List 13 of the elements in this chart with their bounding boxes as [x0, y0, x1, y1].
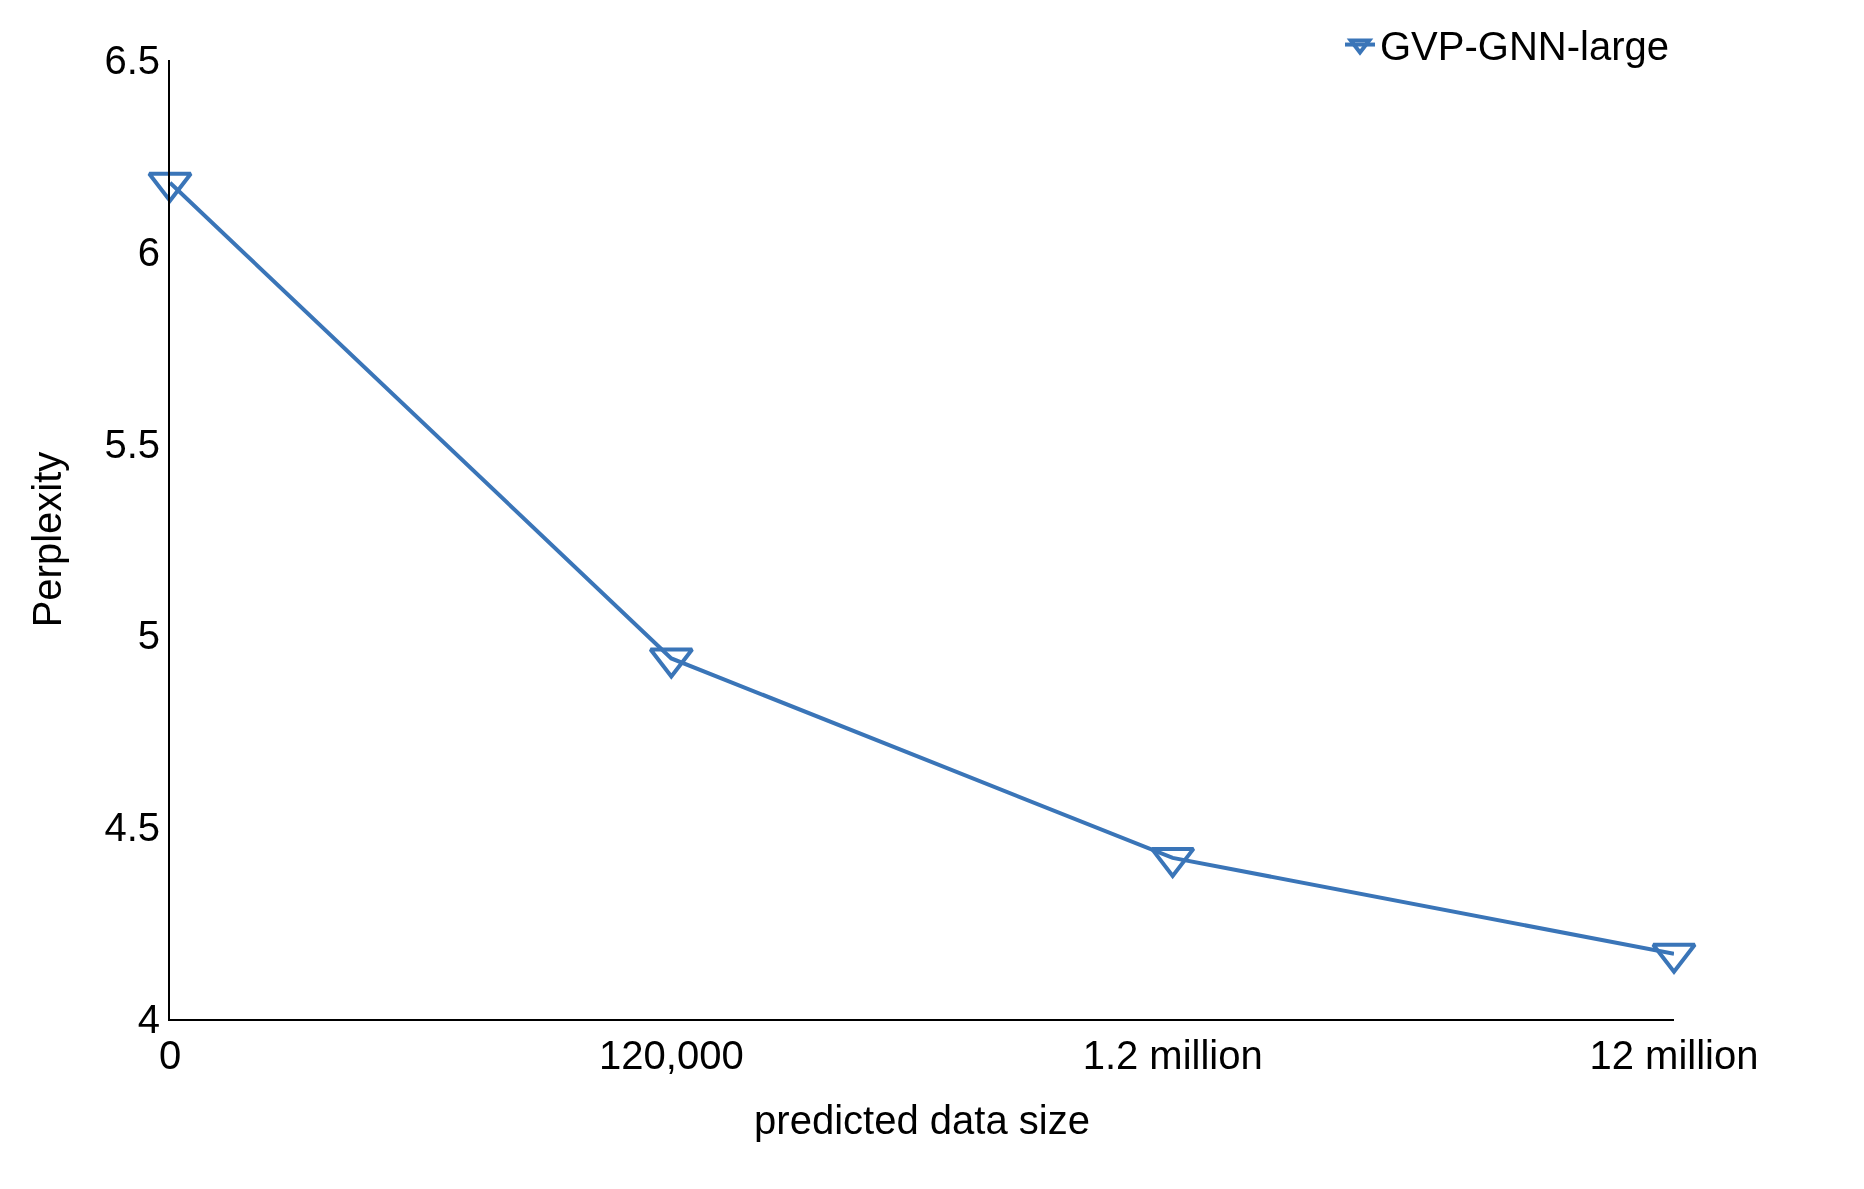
- x-tick-label: 120,000: [599, 1033, 744, 1077]
- y-tick-label: 6: [137, 229, 160, 274]
- y-axis-title: Perplexity: [25, 451, 70, 628]
- x-tick-label: 0: [158, 1033, 182, 1077]
- y-tick-label: 4: [137, 997, 160, 1041]
- x-axis-title: predicted data size: [754, 1098, 1090, 1142]
- y-tick-label: 5.5: [104, 421, 160, 466]
- y-tick-label: 5: [137, 613, 160, 658]
- y-tick-label: 6.5: [104, 38, 160, 82]
- x-tick-label: 12 million: [1589, 1033, 1759, 1077]
- legend-label: GVP-GNN-large: [1380, 24, 1669, 69]
- y-tick-label: 4.5: [104, 805, 160, 850]
- x-tick-label: 1.2 million: [1082, 1033, 1263, 1077]
